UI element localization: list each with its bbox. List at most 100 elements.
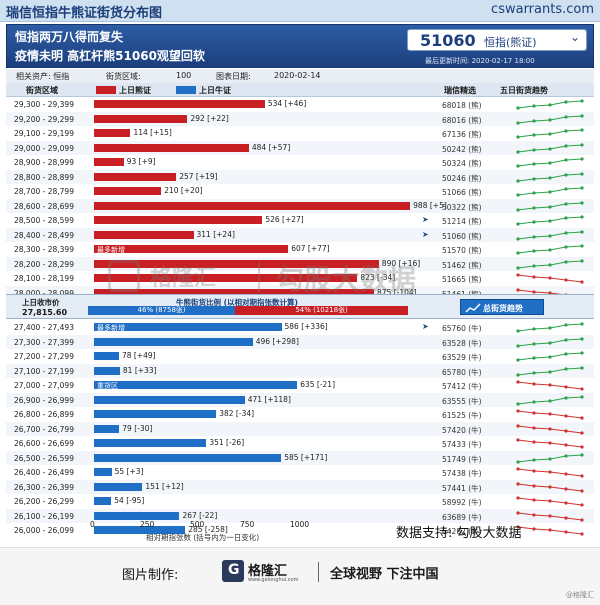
legend-bear-label: 上日熊证 xyxy=(119,86,151,95)
bull-swatch xyxy=(176,86,196,94)
warrant-pick[interactable]: 50242 (熊) xyxy=(442,144,482,154)
volume-label: 635 [-21] xyxy=(300,380,335,389)
table-row[interactable]: 28,100 - 28,199 823 [-34] 51665 (熊) xyxy=(6,271,594,286)
volume-label: 285 [-258] xyxy=(188,525,228,534)
zone-range: 28,000 - 28,099 xyxy=(14,288,74,298)
volume-label: 114 [+15] xyxy=(133,128,172,137)
gelonghui-logo-icon: G xyxy=(222,560,244,582)
warrant-pick[interactable]: 67136 (熊) xyxy=(442,130,482,139)
table-row[interactable]: 28,400 - 28,499 311 [+24] ➤ 51060 (熊) xyxy=(6,227,594,242)
table-row[interactable]: 26,100 - 26,199 267 [-22] 63689 (牛) xyxy=(6,508,594,523)
warrant-pick[interactable]: 51214 (熊) xyxy=(442,217,482,226)
warrant-pick[interactable]: 63528 (牛) xyxy=(442,338,482,348)
trend-sparkline xyxy=(516,481,584,493)
row-tag: 最多新增 xyxy=(97,324,125,332)
warrant-pick[interactable]: 68018 (熊) xyxy=(442,101,482,110)
table-row[interactable]: 28,900 - 28,999 93 [+9] 50324 (熊) xyxy=(6,155,594,170)
warrant-pick[interactable]: 51570 (熊) xyxy=(442,246,482,255)
trend-sparkline xyxy=(516,496,584,507)
table-row[interactable]: 28,200 - 28,299 890 [+16] 51462 (熊) xyxy=(6,256,594,271)
table-row[interactable]: 26,800 - 26,899 382 [-34] 61525 (牛) xyxy=(6,407,594,422)
warrant-pick[interactable]: 57441 (牛) xyxy=(442,483,482,493)
warrant-pick[interactable]: 50322 (熊) xyxy=(442,202,482,212)
table-row[interactable]: 27,100 - 27,199 81 [+33] 65780 (牛) xyxy=(6,363,594,378)
warrant-pick[interactable]: 63555 (牛) xyxy=(442,396,482,406)
table-row[interactable]: 26,300 - 26,399 151 [+12] 57441 (牛) xyxy=(6,479,594,494)
table-row[interactable]: 27,000 - 27,099 重货区 635 [-21] 57412 (牛) xyxy=(6,378,594,393)
table-row[interactable]: 29,000 - 29,099 484 [+57] 50242 (熊) xyxy=(6,140,594,155)
table-header: 街货区域 上日熊证 上日牛证 瑞信精选 五日街货趋势 xyxy=(6,83,594,97)
volume-bar xyxy=(94,337,253,346)
volume-label: 534 [+46] xyxy=(267,99,307,108)
volume-bar xyxy=(94,216,263,224)
table-row[interactable]: 26,400 - 26,499 55 [+3] 57438 (牛) xyxy=(6,465,594,480)
warrant-pick[interactable]: 61525 (牛) xyxy=(442,411,482,420)
zone-range: 27,300 - 27,399 xyxy=(14,337,74,347)
warrant-pick[interactable]: 65760 (牛) xyxy=(442,324,482,333)
warrant-pick[interactable]: 57412 (牛) xyxy=(442,382,482,391)
table-row[interactable]: 26,900 - 26,999 471 [+118] 63555 (牛) xyxy=(6,392,594,407)
volume-label: 54 [-95] xyxy=(114,496,145,505)
x-tick-label: 0 xyxy=(90,520,95,529)
volume-bar xyxy=(94,259,379,268)
table-row[interactable]: 26,500 - 26,599 585 [+171] 51749 (牛) xyxy=(6,450,594,465)
table-row[interactable]: 29,300 - 29,399 534 [+46] 68018 (熊) xyxy=(6,97,594,112)
warrant-pick[interactable]: 51066 (熊) xyxy=(442,188,482,197)
table-row[interactable]: 28,300 - 28,399 最多新增 607 [+77] 51570 (熊) xyxy=(6,242,594,257)
warrant-pick[interactable]: 51749 (牛) xyxy=(442,454,482,464)
col-zone: 街货区域 xyxy=(26,86,58,95)
zone-range: 27,400 - 27,493 xyxy=(14,323,74,332)
table-row[interactable]: 28,600 - 28,699 988 [+5] 50322 (熊) xyxy=(6,198,594,213)
table-row[interactable]: 26,200 - 26,299 54 [-95] 58992 (牛) xyxy=(6,494,594,509)
warrant-pick[interactable]: 63689 (牛) xyxy=(442,512,482,522)
row-tag: 最多新增 xyxy=(97,246,125,254)
warrant-pick[interactable]: 50324 (熊) xyxy=(442,159,482,168)
warrant-selector[interactable]: 51060 恒指(熊证) ⌄ xyxy=(407,29,587,51)
warrant-pick[interactable]: 57433 (牛) xyxy=(442,440,482,449)
zone-range: 26,400 - 26,499 xyxy=(14,468,74,477)
logo-domain: www.gelonghui.com xyxy=(248,577,299,583)
table-row[interactable]: 29,200 - 29,299 292 [+22] 68016 (熊) xyxy=(6,111,594,126)
volume-bar xyxy=(94,410,217,418)
zone-range: 26,900 - 26,999 xyxy=(14,395,74,405)
table-row[interactable]: 26,600 - 26,699 351 [-26] 57433 (牛) xyxy=(6,436,594,451)
table-row[interactable]: 28,700 - 28,799 210 [+20] 51066 (熊) xyxy=(6,184,594,199)
zone-range: 26,500 - 26,599 xyxy=(14,453,74,463)
trend-sparkline xyxy=(516,380,584,391)
warrant-pick[interactable]: 68016 (熊) xyxy=(442,115,482,125)
table-row[interactable]: 28,500 - 28,599 526 [+27] ➤ 51214 (熊) xyxy=(6,213,594,228)
table-row[interactable]: 27,300 - 27,399 496 [+298] 63528 (牛) xyxy=(6,334,594,349)
chevron-down-icon[interactable]: ⌄ xyxy=(570,30,581,44)
warrant-pick[interactable]: 51462 (熊) xyxy=(442,260,482,270)
table-row[interactable]: 26,000 - 26,099 285 [-258] 64282 (牛) xyxy=(6,523,594,538)
warrant-pick[interactable]: 51060 (熊) xyxy=(442,231,482,241)
table-row[interactable]: 29,100 - 29,199 114 [+15] 67136 (熊) xyxy=(6,126,594,141)
site-name[interactable]: cswarrants.com xyxy=(491,2,594,17)
zone-range: 28,100 - 28,199 xyxy=(14,274,74,283)
volume-label: 93 [+9] xyxy=(126,157,156,166)
warrant-pick[interactable]: 65780 (牛) xyxy=(442,367,482,377)
row-tag: 重货区 xyxy=(97,382,118,390)
trend-sparkline xyxy=(516,409,584,420)
warrant-pick[interactable]: 63529 (牛) xyxy=(442,353,482,362)
x-tick-label: 1000 xyxy=(290,520,310,529)
x-tick-label: 500 xyxy=(190,520,205,529)
volume-bar xyxy=(94,201,411,210)
warrant-pick[interactable]: 64282 (牛) xyxy=(442,527,482,536)
trend-sparkline xyxy=(516,365,584,377)
table-row[interactable]: 27,400 - 27,493 最多新增 586 [+336] ➤ 65760 (牛) xyxy=(6,320,594,335)
trend-sparkline xyxy=(516,244,584,255)
table-row[interactable]: 27,200 - 27,299 78 [+49] 63529 (牛) xyxy=(6,349,594,364)
warrant-pick[interactable]: 50246 (熊) xyxy=(442,173,482,183)
volume-label: 585 [+171] xyxy=(284,452,328,462)
total-trend-button[interactable]: 总街货趋势 xyxy=(460,299,544,315)
volume-label: 526 [+27] xyxy=(265,215,304,224)
warrant-pick[interactable]: 51665 (熊) xyxy=(442,275,482,284)
warrant-pick[interactable]: 58992 (牛) xyxy=(442,498,482,507)
headline-1: 恒指两万八得而复失 xyxy=(15,30,124,44)
table-row[interactable]: 26,700 - 26,799 79 [-30] 57420 (牛) xyxy=(6,421,594,436)
warrant-pick[interactable]: 57438 (牛) xyxy=(442,469,482,478)
warrant-pick[interactable]: 57420 (牛) xyxy=(442,425,482,435)
warrant-type: 恒指(熊证) xyxy=(484,36,537,49)
table-row[interactable]: 28,800 - 28,899 257 [+19] 50246 (熊) xyxy=(6,169,594,184)
